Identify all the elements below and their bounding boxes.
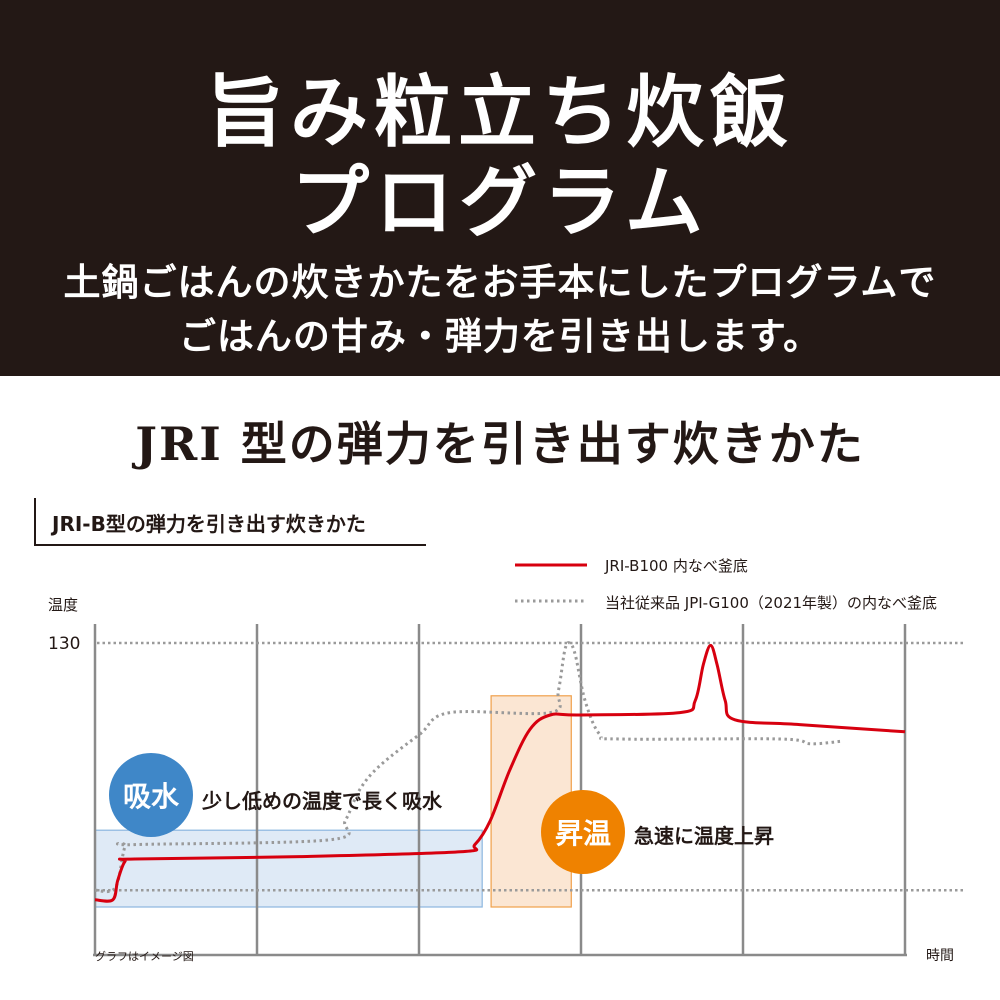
- hero-title-line1: 旨み粒立ち炊飯: [205, 67, 794, 158]
- heating-badge: [541, 790, 625, 874]
- chart-note: グラフはイメージ図: [95, 949, 194, 963]
- y-tick-130: 130: [48, 634, 80, 654]
- hero-subtitle-line1: 土鍋ごはんの炊きかたをお手本にしたプログラムで: [63, 261, 937, 304]
- heating-annotation-text: 急速に温度上昇: [634, 824, 774, 848]
- series-line-conventional: [94, 641, 841, 894]
- hero-title-line2: プログラム: [291, 157, 709, 248]
- chart-subheading: JRI-B型の弾力を引き出す炊きかた: [34, 498, 426, 546]
- legend-label-conventional: 当社従来品 JPI-G100（2021年製）の内なべ釜底: [605, 594, 937, 612]
- absorption-annotation-text: 少し低めの温度で長く吸水: [201, 789, 443, 813]
- absorption-highlight-box: [94, 829, 483, 908]
- hero-banner: 旨み粒立ち炊飯 プログラム 土鍋ごはんの炊きかたをお手本にしたプログラムで ごは…: [0, 0, 1000, 376]
- legend-label-jri-b100: JRI-B100 内なべ釜底: [604, 557, 748, 575]
- chart-subheading-text: JRI-B型の弾力を引き出す炊きかた: [52, 512, 366, 536]
- x-axis-label: 時間: [926, 948, 954, 964]
- absorption-badge-label: 吸水: [123, 780, 180, 813]
- y-axis-label: 温度: [48, 596, 78, 614]
- hero-subtitle-line2: ごはんの甘み・弾力を引き出します。: [178, 315, 822, 358]
- section-heading: JRI 型の弾力を引き出す炊きかた: [135, 417, 865, 471]
- series-line-jri-b100: [94, 643, 906, 903]
- heating-badge-label: 昇温: [555, 817, 611, 850]
- absorption-badge: [109, 753, 193, 837]
